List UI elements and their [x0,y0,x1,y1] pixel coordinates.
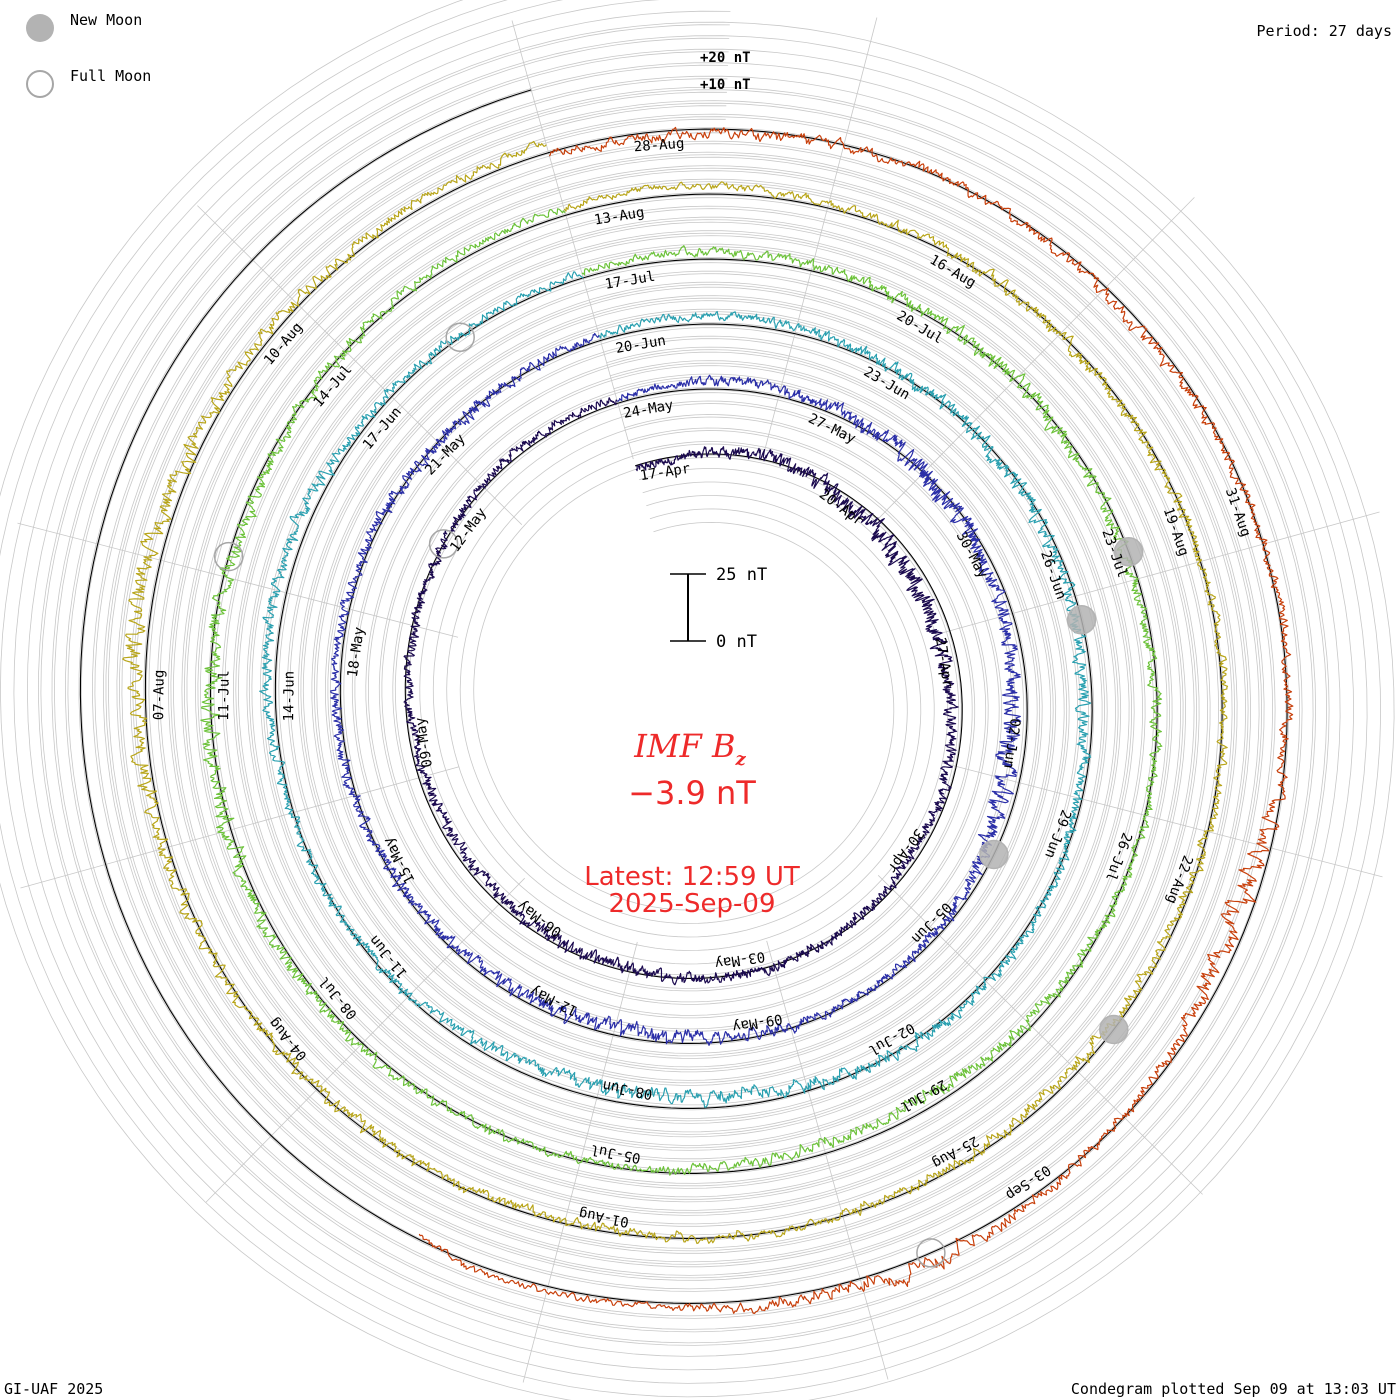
scale-bar: 25 nT 0 nT [670,565,767,652]
date-tick-label: 17-Apr [639,461,691,484]
legend-full-moon: Full Moon [26,67,152,100]
new-moon-icon [26,14,54,42]
spoke-layer [17,17,1383,1383]
ring-scale-label-20: +20 nT [700,50,751,66]
date-tick-label: 02-Jun [1000,717,1023,769]
date-tick-label: 09-May [413,716,436,768]
full-moon-marker [428,529,459,559]
radial-spoke [20,766,460,889]
center-value: −3.9 nT [628,774,756,812]
date-tick-label: 07-Aug [151,670,167,721]
series-trace-5 [122,140,1229,1245]
radial-spoke [17,522,459,638]
series-layer [122,126,1294,1314]
date-tick-label: 03-May [714,948,766,971]
radial-spoke [762,17,878,459]
series-trace-4 [200,208,1163,1176]
grid-spiral-line [40,24,1328,1344]
credit-label: GI-UAF 2025 [4,1380,104,1398]
full-moon-marker [445,322,475,353]
radial-spoke [877,875,1203,1195]
series-trace-6 [418,126,1294,1314]
ring-scale-label-10: +10 nT [700,77,751,93]
center-title: IMF Bz [633,727,746,770]
series-trace-1 [403,397,959,986]
radial-spoke [875,197,1195,523]
grid-spiral-line [94,78,1274,1290]
radial-spoke [197,205,523,525]
scale-bar-top-label: 25 nT [716,565,767,585]
grid-spiral-line [67,51,1301,1317]
center-title-main: IMF B [633,727,735,765]
series-trace-3 [259,271,1092,1108]
legend-new-moon: New Moon [26,11,143,44]
grid-spiral-line [26,10,1341,1357]
radial-spoke [205,877,525,1203]
full-moon-icon [26,70,54,98]
new-moon-marker [1066,605,1097,635]
grid-spiral-line [121,105,1247,1263]
full-moon-marker [213,541,244,572]
full-moon-label: Full Moon [70,67,152,85]
date-tick-label: 27-Apr [932,636,955,688]
center-labels: IMF Bz −3.9 nT Latest: 12:59 UT 2025-Sep… [584,727,800,919]
tick-label-layer: 17-Apr20-Apr27-Apr30-Apr03-May06-May09-M… [151,136,1253,1230]
new-moon-label: New Moon [70,11,143,29]
center-title-subscript: z [735,749,747,770]
full-moon-marker [916,1238,946,1268]
date-tick-label: 29-Jun [1041,807,1074,860]
date-tick-label: 20-Jul [894,308,946,347]
grid-spiral-line [0,0,1368,1384]
latest-time: Latest: 12:59 UT [584,862,800,892]
date-tick-label: 28-Aug [633,136,685,156]
date-tick-label: 11-Jul [216,670,232,721]
grid-spiral-line [53,37,1314,1330]
date-tick-label: 18-May [345,626,368,678]
radial-spoke [511,20,634,460]
moon-layer [213,322,1144,1268]
period-label: Period: 27 days [1256,22,1392,40]
grid-spiral-line [80,64,1287,1303]
new-moon-marker [1113,537,1144,567]
radial-spoke [940,511,1380,634]
date-tick-label: 31-Aug [1222,486,1254,539]
radial-spoke [766,940,889,1380]
scale-bar-bottom-label: 0 nT [716,632,757,652]
new-moon-marker [1099,1014,1129,1045]
date-tick-label: 17-Jun [360,404,405,453]
series-trace-2 [330,332,1022,1046]
date-tick-label: 10-Aug [261,320,306,369]
plotted-timestamp: Condegram plotted Sep 09 at 13:03 UT [1070,1380,1396,1398]
grid-spiral-line [13,0,1355,1371]
latest-date: 2025-Sep-09 [608,889,775,919]
new-moon-marker [979,839,1009,870]
grid-spiral-line [107,91,1260,1276]
radial-spoke [941,762,1383,878]
date-tick-label: 14-Jun [281,671,297,722]
